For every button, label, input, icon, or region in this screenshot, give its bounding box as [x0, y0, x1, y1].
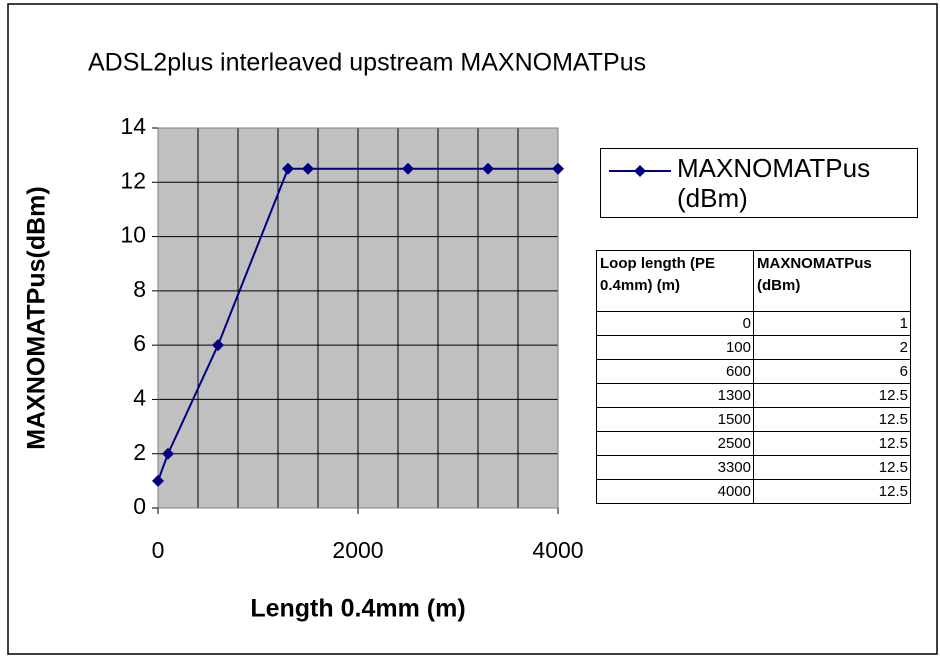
- legend-key: [609, 165, 671, 177]
- legend: MAXNOMATPus (dBm): [600, 148, 918, 218]
- table-cell: 12.5: [753, 455, 911, 480]
- y-tick-label: 10: [120, 222, 146, 248]
- y-tick-label: 6: [133, 330, 146, 356]
- x-axis-label: Length 0.4mm (m): [250, 595, 465, 623]
- table-header-cell: Loop length (PE 0.4mm) (m): [596, 250, 754, 312]
- chart-title: ADSL2plus interleaved upstream MAXNOMATP…: [88, 49, 646, 77]
- table-header-row: Loop length (PE 0.4mm) (m) MAXNOMATPus (d…: [596, 250, 911, 312]
- table-row: 3300 12.5: [596, 455, 911, 480]
- table-cell: 100: [596, 335, 754, 360]
- table-cell: 12.5: [753, 431, 911, 456]
- y-tick-label: 2: [133, 439, 146, 465]
- table-row: 4000 12.5: [596, 479, 911, 504]
- table-row: 1500 12.5: [596, 407, 911, 432]
- table-cell: 0: [596, 311, 754, 336]
- legend-label: MAXNOMATPus (dBm): [677, 153, 871, 213]
- x-tick-label: 4000: [532, 537, 583, 563]
- data-point: [212, 339, 224, 352]
- data-point: [402, 162, 414, 175]
- table-cell: 2500: [596, 431, 754, 456]
- table-header-cell: MAXNOMATPus (dBm): [753, 250, 911, 312]
- data-table: Loop length (PE 0.4mm) (m) MAXNOMATPus (d…: [596, 250, 911, 504]
- legend-marker: [634, 165, 646, 177]
- x-tick-label: 0: [152, 537, 165, 563]
- table-cell: 1: [753, 311, 911, 336]
- table-row: 2500 12.5: [596, 431, 911, 456]
- table-cell: 12.5: [753, 407, 911, 432]
- table-cell: 1300: [596, 383, 754, 408]
- data-point: [552, 162, 564, 175]
- y-tick-label: 8: [133, 276, 146, 302]
- series-line: [157, 167, 558, 482]
- data-point: [152, 474, 164, 487]
- table-cell: 600: [596, 359, 754, 384]
- table-row: 600 6: [596, 359, 911, 384]
- data-point: [302, 162, 314, 175]
- table-cell: 1500: [596, 407, 754, 432]
- table-row: 100 2: [596, 335, 911, 360]
- table-cell: 12.5: [753, 479, 911, 504]
- table-cell: 2: [753, 335, 911, 360]
- y-tick-label: 4: [133, 385, 146, 411]
- y-axis-label: MAXNOMATPus(dBm): [23, 186, 51, 449]
- table-row: 1300 12.5: [596, 383, 911, 408]
- y-tick-label: 14: [120, 113, 146, 139]
- table-cell: 3300: [596, 455, 754, 480]
- table-cell: 4000: [596, 479, 754, 504]
- table-cell: 6: [753, 359, 911, 384]
- y-tick-label: 0: [133, 493, 146, 519]
- data-point: [482, 162, 494, 175]
- data-point: [162, 447, 174, 460]
- data-point: [282, 162, 294, 175]
- table-cell: 12.5: [753, 383, 911, 408]
- y-tick-label: 12: [120, 167, 146, 193]
- x-tick-label: 2000: [332, 537, 383, 563]
